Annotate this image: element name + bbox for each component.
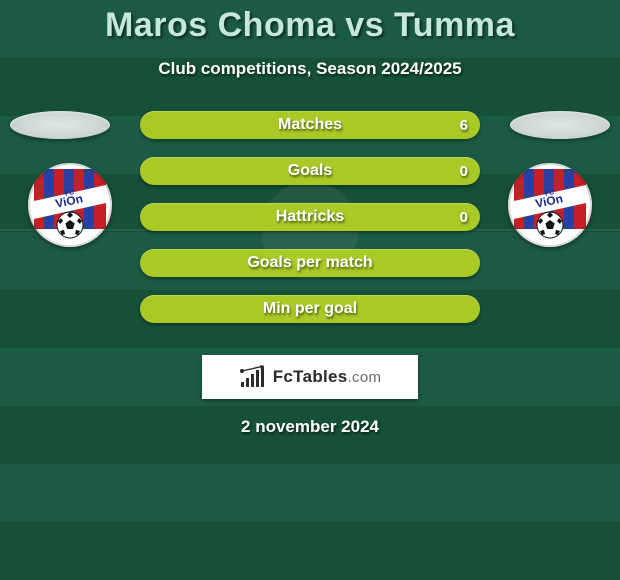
- stat-row: Min per goal: [140, 295, 480, 323]
- bar-chart-icon: [239, 365, 267, 389]
- brand-name: FcTables.com: [273, 367, 382, 387]
- stat-label: Min per goal: [140, 295, 480, 323]
- brand-name-tld: .com: [348, 369, 382, 386]
- stat-label: Goals per match: [140, 249, 480, 277]
- stat-value-right: 0: [460, 157, 468, 185]
- stat-value-right: 0: [460, 203, 468, 231]
- player-marker-left: [10, 111, 110, 139]
- stat-label: Goals: [140, 157, 480, 185]
- snapshot-date: 2 november 2024: [0, 417, 620, 437]
- stat-label: Hattricks: [140, 203, 480, 231]
- player-marker-right: [510, 111, 610, 139]
- page-title: Maros Choma vs Tumma: [0, 0, 620, 45]
- club-crest-icon: ViOn FC: [28, 163, 112, 247]
- stat-ladder: Matches 6 Goals 0 Hattricks 0 Goals per …: [140, 111, 480, 323]
- comparison-card: Maros Choma vs Tumma Club competitions, …: [0, 0, 620, 437]
- comparison-arena: ViOn FC: [0, 111, 620, 331]
- subtitle: Club competitions, Season 2024/2025: [0, 59, 620, 79]
- club-crest-icon: ViOn FC: [508, 163, 592, 247]
- club-badge-left: ViOn FC: [28, 163, 112, 247]
- stat-value-right: 6: [460, 111, 468, 139]
- stat-label: Matches: [140, 111, 480, 139]
- stat-row: Matches 6: [140, 111, 480, 139]
- club-badge-right: ViOn FC: [508, 163, 592, 247]
- stat-row: Goals 0: [140, 157, 480, 185]
- stat-row: Hattricks 0: [140, 203, 480, 231]
- stat-row: Goals per match: [140, 249, 480, 277]
- brand-name-main: FcTables: [273, 367, 348, 386]
- brand-badge: FcTables.com: [202, 355, 418, 399]
